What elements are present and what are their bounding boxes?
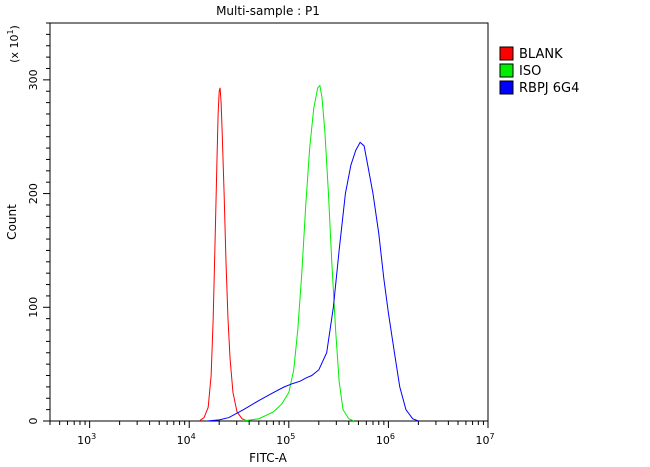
legend: BLANK ISO RBPJ 6G4 [499, 46, 579, 96]
legend-label: ISO [519, 64, 541, 79]
series-line-3 [206, 141, 419, 421]
x-axis: 103 104 105 106 107 [49, 421, 495, 447]
y-tick-label: 100 [27, 297, 40, 318]
chart-title: Multi-sample : P1 [216, 4, 320, 18]
x-tick-label: 107 [475, 432, 494, 447]
y-tick-label: 300 [27, 69, 40, 90]
x-tick-label: 106 [376, 432, 395, 447]
x-tick-base: 10 [177, 434, 191, 447]
plot-frame [49, 22, 489, 422]
legend-swatch [499, 63, 514, 78]
x-tick-base: 10 [276, 434, 290, 447]
x-tick-exp: 4 [191, 432, 196, 441]
x-tick-exp: 3 [91, 432, 96, 441]
x-tick-base: 10 [77, 434, 91, 447]
y-multiplier-exp: 1 [6, 29, 15, 34]
x-tick-base: 10 [376, 434, 390, 447]
series-line-2 [243, 84, 355, 421]
y-tick-label: 0 [27, 418, 40, 425]
series-line-1 [198, 87, 248, 421]
y-axis: 0 100 200 300 [27, 22, 50, 425]
x-tick-base: 10 [475, 434, 489, 447]
legend-swatch [499, 80, 514, 95]
x-tick-label: 105 [276, 432, 295, 447]
y-multiplier-close: ) [8, 25, 21, 29]
plot-area [198, 84, 419, 421]
x-axis-label: FITC-A [249, 451, 288, 465]
legend-label: RBPJ 6G4 [519, 81, 579, 96]
legend-swatch [499, 46, 514, 61]
y-axis-multiplier: (x 101) [6, 25, 21, 63]
y-axis-label: Count [5, 204, 19, 240]
legend-label: BLANK [519, 47, 563, 62]
series-layer [198, 84, 419, 421]
x-tick-label: 104 [177, 432, 196, 447]
x-tick-label: 103 [77, 432, 96, 447]
y-tick-label: 200 [27, 183, 40, 204]
y-multiplier-prefix: (x 10 [8, 35, 21, 63]
x-tick-exp: 7 [489, 432, 494, 441]
x-tick-exp: 6 [390, 432, 395, 441]
x-tick-exp: 5 [290, 432, 295, 441]
